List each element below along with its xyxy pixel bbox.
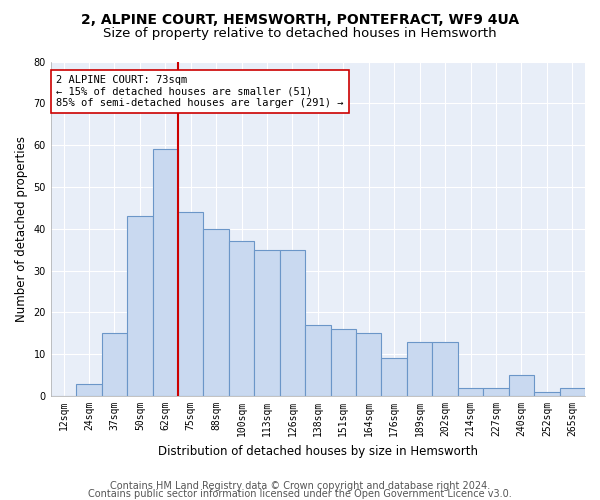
Y-axis label: Number of detached properties: Number of detached properties bbox=[15, 136, 28, 322]
Bar bbox=[178, 212, 203, 396]
Text: 2 ALPINE COURT: 73sqm
← 15% of detached houses are smaller (51)
85% of semi-deta: 2 ALPINE COURT: 73sqm ← 15% of detached … bbox=[56, 75, 344, 108]
Bar bbox=[433, 342, 458, 396]
Text: 2, ALPINE COURT, HEMSWORTH, PONTEFRACT, WF9 4UA: 2, ALPINE COURT, HEMSWORTH, PONTEFRACT, … bbox=[81, 12, 519, 26]
Bar bbox=[331, 329, 356, 396]
Bar bbox=[458, 388, 483, 396]
Bar bbox=[382, 358, 407, 396]
Bar bbox=[356, 334, 382, 396]
Text: Size of property relative to detached houses in Hemsworth: Size of property relative to detached ho… bbox=[103, 28, 497, 40]
Bar bbox=[127, 216, 152, 396]
Bar bbox=[101, 334, 127, 396]
Bar bbox=[280, 250, 305, 396]
Bar bbox=[76, 384, 101, 396]
Bar bbox=[229, 242, 254, 396]
X-axis label: Distribution of detached houses by size in Hemsworth: Distribution of detached houses by size … bbox=[158, 444, 478, 458]
Bar bbox=[560, 388, 585, 396]
Bar bbox=[509, 375, 534, 396]
Bar bbox=[305, 325, 331, 396]
Bar bbox=[534, 392, 560, 396]
Bar bbox=[152, 150, 178, 396]
Bar bbox=[483, 388, 509, 396]
Text: Contains HM Land Registry data © Crown copyright and database right 2024.: Contains HM Land Registry data © Crown c… bbox=[110, 481, 490, 491]
Bar bbox=[254, 250, 280, 396]
Text: Contains public sector information licensed under the Open Government Licence v3: Contains public sector information licen… bbox=[88, 489, 512, 499]
Bar bbox=[203, 229, 229, 396]
Bar bbox=[407, 342, 433, 396]
